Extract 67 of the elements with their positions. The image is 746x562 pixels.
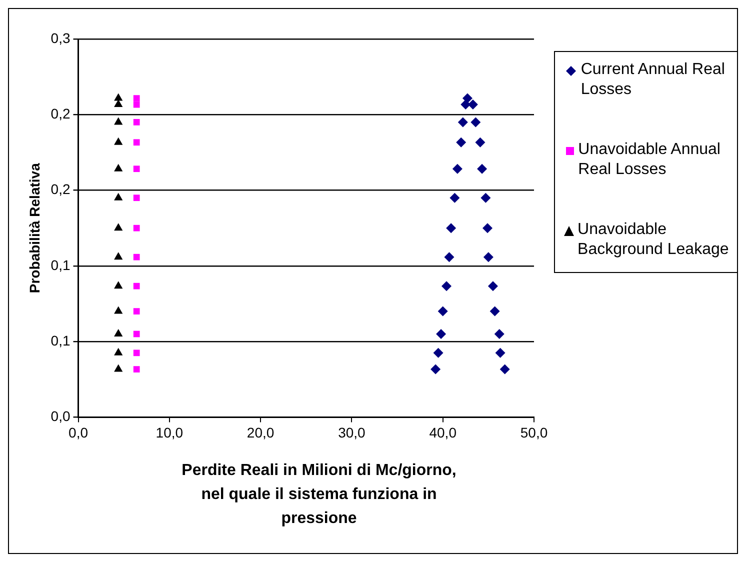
point xyxy=(446,223,456,234)
point xyxy=(482,223,493,234)
point xyxy=(133,330,140,338)
point xyxy=(133,366,140,372)
y-tick-label: 0,0 xyxy=(50,408,70,424)
point xyxy=(430,364,441,374)
point xyxy=(133,139,140,146)
point xyxy=(444,252,454,262)
point xyxy=(433,348,444,358)
x-tick-label: 0,0 xyxy=(68,424,88,440)
point xyxy=(133,194,140,202)
point xyxy=(133,101,140,108)
point xyxy=(438,306,448,316)
point xyxy=(483,252,494,262)
point xyxy=(436,328,446,339)
point xyxy=(114,164,123,172)
point xyxy=(133,350,140,356)
point xyxy=(458,117,468,128)
point xyxy=(133,282,140,290)
point xyxy=(500,364,510,374)
point xyxy=(477,164,488,174)
legend-label: Unavoidable Background Leakage xyxy=(578,220,730,260)
point xyxy=(114,364,123,372)
point xyxy=(114,306,123,314)
x-tick-label: 50,0 xyxy=(520,424,548,440)
x-tick-label: 30,0 xyxy=(338,424,366,440)
point xyxy=(114,192,123,200)
point xyxy=(133,166,140,172)
point xyxy=(114,328,123,336)
point xyxy=(133,95,140,102)
y-tick-label: 0,2 xyxy=(50,181,70,198)
y-tick-label: 0,1 xyxy=(50,332,70,348)
point xyxy=(495,348,506,358)
point xyxy=(114,117,123,125)
y-tick-label: 0,3 xyxy=(50,30,70,46)
point xyxy=(133,308,140,314)
x-axis-title: Perdite Reali in Milioni di Mc/giorno, nel quale il sistema funziona in pressione xyxy=(180,461,458,529)
legend-label: Unavoidable Annual Real Losses xyxy=(578,140,722,180)
x-tick-label: 10,0 xyxy=(156,424,184,440)
y-tick-label: 0,1 xyxy=(50,256,70,273)
point xyxy=(480,192,491,203)
point xyxy=(133,254,140,260)
point xyxy=(452,164,462,174)
point xyxy=(133,119,140,126)
point xyxy=(468,100,478,110)
point xyxy=(114,348,123,356)
point xyxy=(462,93,472,104)
point xyxy=(475,137,486,148)
point xyxy=(450,192,460,203)
point xyxy=(114,137,123,145)
point xyxy=(114,100,123,108)
point xyxy=(133,224,140,232)
point xyxy=(456,137,466,148)
point xyxy=(114,281,123,289)
x-tick-label: 20,0 xyxy=(246,424,274,440)
point xyxy=(114,223,123,231)
x-tick-label: 40,0 xyxy=(429,424,457,440)
legend-label: Current Annual Real Losses xyxy=(580,60,726,100)
y-tick-label: 0,2 xyxy=(50,106,70,122)
point xyxy=(488,281,498,292)
point xyxy=(494,328,504,339)
point xyxy=(442,281,452,292)
point xyxy=(114,93,123,101)
point xyxy=(490,306,500,316)
point xyxy=(470,117,481,128)
point xyxy=(114,252,123,260)
y-axis-title: Probabilità Relativa xyxy=(26,162,42,294)
